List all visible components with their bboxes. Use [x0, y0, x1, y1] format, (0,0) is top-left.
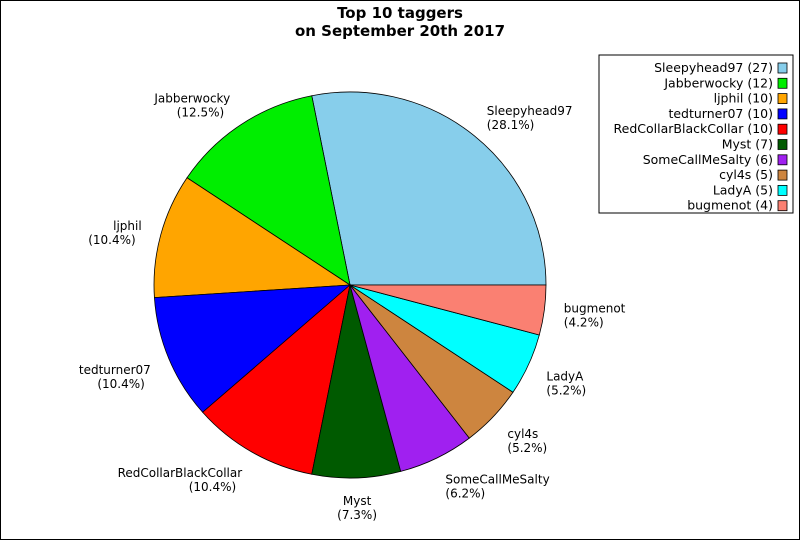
slice-percent-cyl4s: (5.2%) — [507, 441, 547, 455]
legend-label-redcollarblackcollar: RedCollarBlackCollar (10) — [614, 121, 773, 136]
legend-label-tedturner07: tedturner07 (10) — [668, 106, 773, 121]
pie-slice-bugmenot — [349, 284, 547, 336]
slice-percent-jabberwocky: (12.5%) — [177, 106, 224, 120]
legend: Sleepyhead97 (27)Jabberwocky (12)ljphil … — [598, 54, 794, 214]
slice-percent-ljphil: (10.4%) — [88, 233, 135, 247]
legend-swatch-ladya — [777, 184, 788, 196]
legend-label-cyl4s: cyl4s (5) — [719, 167, 773, 182]
legend-label-somecallmesalty: SomeCallMeSalty (6) — [643, 152, 773, 167]
legend-label-jabberwocky: Jabberwocky (12) — [663, 75, 773, 90]
pie-slice-ljphil — [153, 177, 352, 299]
slice-label-redcollarblackcollar: RedCollarBlackCollar — [118, 466, 243, 480]
legend-swatch-tedturner07 — [777, 108, 788, 120]
slice-percent-bugmenot: (4.2%) — [564, 316, 604, 330]
legend-box — [598, 54, 794, 214]
legend-label-bugmenot: bugmenot (4) — [687, 198, 773, 213]
pie-slice-redcollarblackcollar — [202, 283, 351, 475]
slice-percent-tedturner07: (10.4%) — [97, 377, 144, 391]
slice-label-somecallmesalty: SomeCallMeSalty — [445, 472, 549, 486]
chart-title-line-1: Top 10 taggers — [337, 4, 463, 22]
pie-slice-tedturner07 — [153, 284, 352, 413]
slice-label-jabberwocky: Jabberwocky — [153, 92, 230, 106]
slice-percent-somecallmesalty: (6.2%) — [445, 486, 485, 500]
pie-slice-sleepyhead97 — [311, 91, 547, 286]
legend-swatch-bugmenot — [777, 200, 788, 212]
legend-label-sleepyhead97: Sleepyhead97 (27) — [654, 60, 773, 75]
slice-label-myst: Myst — [343, 494, 372, 508]
legend-swatch-ljphil — [777, 93, 788, 104]
legend-swatch-redcollarblackcollar — [777, 123, 788, 135]
legend-label-ljphil: ljphil (10) — [714, 91, 773, 106]
slice-percent-ladya: (5.2%) — [546, 384, 586, 398]
slice-label-tedturner07: tedturner07 — [79, 363, 151, 377]
slice-label-sleepyhead97: Sleepyhead97 — [487, 104, 573, 118]
legend-label-myst: Myst (7) — [722, 137, 773, 152]
slice-percent-myst: (7.3%) — [337, 508, 377, 522]
slice-labels: Sleepyhead97(28.1%) Jabberwocky(12.5%) ljp… — [79, 92, 626, 523]
slice-percent-sleepyhead97: (28.1%) — [487, 118, 534, 132]
legend-swatch-somecallmesalty — [777, 154, 788, 166]
slice-percent-redcollarblackcollar: (10.4%) — [189, 480, 236, 494]
legend-swatch-cyl4s — [777, 169, 788, 181]
legend-swatch-myst — [777, 139, 788, 150]
slice-label-bugmenot: bugmenot — [564, 302, 626, 316]
slice-label-cyl4s: cyl4s — [507, 427, 538, 441]
pie-slice-jabberwocky — [186, 95, 351, 286]
slice-label-ladya: LadyA — [546, 370, 584, 384]
pie-slices — [153, 91, 547, 479]
legend-swatch-jabberwocky — [777, 77, 788, 89]
legend-label-ladya: LadyA (5) — [713, 182, 773, 197]
legend-swatch-sleepyhead97 — [777, 62, 788, 74]
slice-label-ljphil: ljphil — [113, 219, 142, 233]
chart-title-line-2: on September 20th 2017 — [295, 22, 505, 40]
